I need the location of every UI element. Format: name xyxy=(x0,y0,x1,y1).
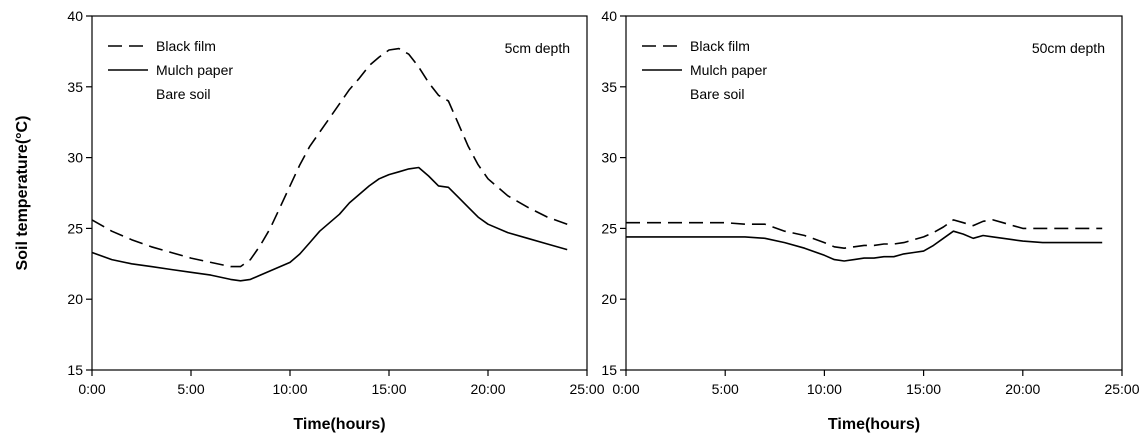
x-tick-label: 15:00 xyxy=(371,381,406,397)
y-tick-label: 15 xyxy=(67,362,83,378)
legend-label: Bare soil xyxy=(690,86,744,102)
y-tick-label: 35 xyxy=(601,79,617,95)
depth-annotation: 50cm depth xyxy=(1032,40,1105,56)
y-tick-label: 20 xyxy=(601,291,617,307)
y-tick-label: 40 xyxy=(601,8,617,24)
x-tick-label: 10:00 xyxy=(807,381,842,397)
chart-panel-2: 15 20 25 30 35 40 0:00 5:00 10:00 15:00 20:00 25:00… xyxy=(601,8,1139,433)
depth-annotation: 5cm depth xyxy=(505,40,570,56)
chart-panel-1: 15 20 25 30 35 40 0:00 5:00 10:00 15:00 20:00 25:00… xyxy=(14,8,605,433)
y-tick-label: 30 xyxy=(601,150,617,166)
x-tick-label: 20:00 xyxy=(470,381,505,397)
x-tick-label: 0:00 xyxy=(78,381,105,397)
x-tick-label: 25:00 xyxy=(1104,381,1139,397)
x-axis-title: Time(hours) xyxy=(828,416,920,433)
x-tick-label: 0:00 xyxy=(612,381,639,397)
series-line-mulch-paper xyxy=(626,230,1103,262)
x-axis-title: Time(hours) xyxy=(293,416,385,433)
legend-label: Mulch paper xyxy=(690,62,767,78)
y-axis-title: Soil temperature(°C) xyxy=(14,116,31,271)
x-tick-label: 20:00 xyxy=(1005,381,1040,397)
x-tick-label: 5:00 xyxy=(712,381,739,397)
y-tick-label: 30 xyxy=(67,150,83,166)
y-tick-label: 15 xyxy=(601,362,617,378)
y-tick-label: 35 xyxy=(67,79,83,95)
x-tick-label: 15:00 xyxy=(906,381,941,397)
y-tick-label: 40 xyxy=(67,8,83,24)
series-line-black-film xyxy=(626,219,1103,249)
x-tick-label: 10:00 xyxy=(272,381,307,397)
legend-label: Black film xyxy=(690,38,750,54)
plot-frame xyxy=(91,15,588,371)
legend-label: Bare soil xyxy=(156,86,210,102)
legend-label: Black film xyxy=(156,38,216,54)
plot-frame xyxy=(625,15,1123,371)
series-line-mulch-paper xyxy=(91,166,568,282)
x-tick-label: 25:00 xyxy=(569,381,604,397)
series-line-black-film xyxy=(91,47,568,268)
y-tick-label: 25 xyxy=(601,220,617,236)
legend-label: Mulch paper xyxy=(156,62,233,78)
x-tick-label: 5:00 xyxy=(177,381,204,397)
y-tick-label: 25 xyxy=(67,220,83,236)
y-tick-label: 20 xyxy=(67,291,83,307)
